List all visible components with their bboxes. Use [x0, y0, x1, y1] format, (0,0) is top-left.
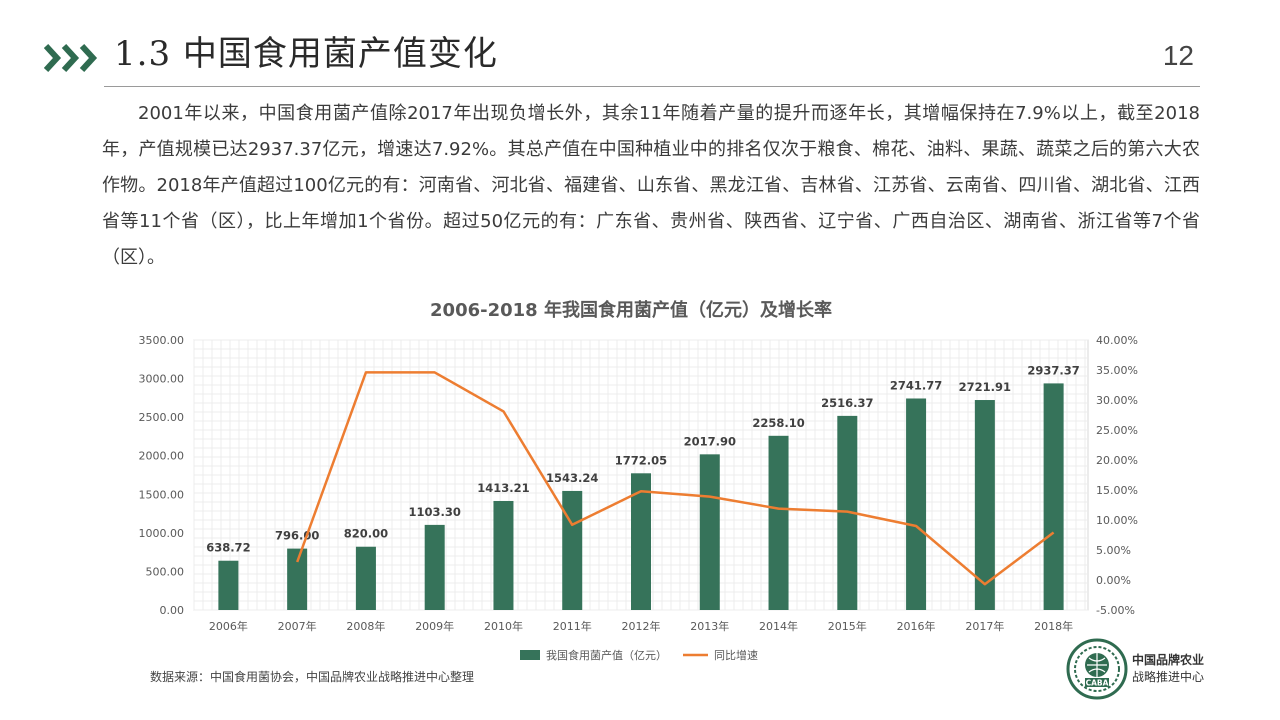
- bar-data-label: 1103.30: [408, 505, 460, 519]
- org-name-line1: 中国品牌农业: [1132, 653, 1205, 667]
- y-right-tick-label: 20.00%: [1096, 454, 1138, 467]
- chevron-right-icon: [44, 43, 98, 73]
- bar-data-label: 1772.05: [615, 453, 667, 467]
- y-left-tick-label: 1000.00: [139, 527, 185, 540]
- bar: [699, 454, 720, 610]
- x-tick-label: 2016年: [897, 619, 936, 633]
- bar-data-label: 638.72: [206, 541, 250, 555]
- bar-data-label: 2741.77: [890, 378, 942, 392]
- bar-data-label: 1543.24: [546, 471, 598, 485]
- y-left-tick-label: 0.00: [160, 604, 185, 617]
- chart-svg: 2006-2018 年我国食用菌产值（亿元）及增长率 0.00 500.00 1000…: [139, 299, 1138, 662]
- bar: [837, 415, 858, 610]
- y-right-tick-label: 35.00%: [1096, 364, 1138, 377]
- y-left-tick-label: 1500.00: [139, 488, 185, 501]
- data-source: 数据来源：中国食用菌协会，中国品牌农业战略推进中心整理: [150, 670, 475, 684]
- chart-container: 2006-2018 年我国食用菌产值（亿元）及增长率 0.00 500.00 1000…: [0, 290, 1280, 690]
- y-right-tick-label: 5.00%: [1096, 544, 1131, 557]
- x-tick-label: 2010年: [484, 619, 523, 633]
- y-right-tick-label: 0.00%: [1096, 574, 1131, 587]
- legend-label-bar: 我国食用菌产值（亿元）: [546, 648, 667, 662]
- chart-title: 2006-2018 年我国食用菌产值（亿元）及增长率: [430, 299, 832, 321]
- y-left-tick-label: 2000.00: [139, 450, 185, 463]
- y-left-tick-label: 3000.00: [139, 373, 185, 386]
- y-left-tick-label: 3500.00: [139, 334, 185, 347]
- header-divider: [104, 86, 1200, 87]
- bar: [562, 490, 583, 610]
- y-left-tick-label: 500.00: [146, 565, 185, 578]
- org-name: 中国品牌农业 战略推进中心: [1132, 652, 1204, 686]
- y-right-tick-label: 25.00%: [1096, 424, 1138, 437]
- bar-data-label: 2017.90: [684, 434, 736, 448]
- x-tick-label: 2015年: [828, 619, 867, 633]
- bar: [1043, 383, 1064, 610]
- bar-data-label: 796.00: [275, 529, 319, 543]
- x-tick-label: 2012年: [622, 619, 661, 633]
- x-tick-label: 2011年: [553, 619, 592, 633]
- bar: [906, 398, 927, 610]
- bar: [768, 435, 789, 610]
- y-right-tick-label: -5.00%: [1096, 604, 1135, 617]
- growth-line: [296, 371, 1055, 586]
- bar-data-label: 2516.37: [821, 396, 873, 410]
- slide-header: 1.3 中国食用菌产值变化 12: [0, 0, 1280, 90]
- page-number: 12: [1162, 40, 1194, 71]
- x-tick-label: 2007年: [278, 619, 317, 633]
- y-right-tick-label: 40.00%: [1096, 334, 1138, 347]
- x-tick-label: 2017年: [965, 619, 1004, 633]
- bar-data-label: 1413.21: [477, 481, 529, 495]
- bar: [218, 560, 239, 610]
- x-tick-label: 2018年: [1034, 619, 1073, 633]
- page-title: 1.3 中国食用菌产值变化: [114, 34, 498, 74]
- x-tick-label: 2013年: [690, 619, 729, 633]
- bar-data-label: 2721.91: [959, 380, 1011, 394]
- bar: [974, 400, 995, 610]
- x-tick-label: 2006年: [209, 619, 248, 633]
- y-right-tick-label: 10.00%: [1096, 514, 1138, 527]
- legend-label-line: 同比增速: [714, 648, 758, 662]
- logo-text: CABA: [1086, 679, 1109, 688]
- bar-data-label: 2937.37: [1027, 363, 1079, 377]
- bar-data-label: 2258.10: [752, 416, 804, 430]
- x-tick-label: 2014年: [759, 619, 798, 633]
- x-tick-label: 2008年: [346, 619, 385, 633]
- bar: [355, 546, 376, 610]
- caba-logo-icon: CABA: [1066, 638, 1128, 700]
- org-name-line2: 战略推进中心: [1132, 670, 1205, 684]
- bar: [424, 524, 445, 610]
- y-right-tick-label: 15.00%: [1096, 484, 1138, 497]
- y-right-tick-label: 30.00%: [1096, 394, 1138, 407]
- bar: [493, 500, 514, 610]
- x-tick-label: 2009年: [415, 619, 454, 633]
- bar: [631, 473, 651, 610]
- intro-paragraph: 2001年以来，中国食用菌产值除2017年出现负增长外，其余11年随着产量的提升…: [102, 103, 1200, 268]
- legend-swatch-bar: [520, 650, 540, 660]
- bar: [287, 548, 308, 610]
- y-left-tick-label: 2500.00: [139, 411, 185, 424]
- bar-data-label: 820.00: [344, 527, 388, 541]
